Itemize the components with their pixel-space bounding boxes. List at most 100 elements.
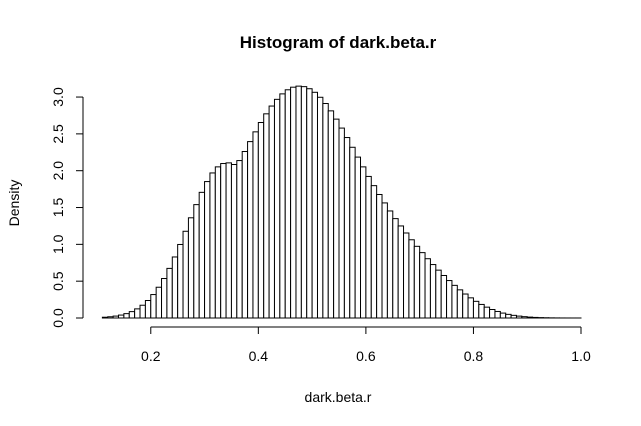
y-axis: 0.0 0.5 1.0 1.5 2.0 2.5 3.0 xyxy=(50,87,84,328)
histogram-bar xyxy=(435,269,442,319)
histogram-bar xyxy=(279,93,286,319)
histogram-bar xyxy=(263,113,270,319)
y-tick-label: 0.0 xyxy=(50,308,66,328)
histogram-bar xyxy=(241,151,249,319)
histogram-bar xyxy=(440,274,448,319)
histogram-bar xyxy=(316,96,324,319)
histogram-bar xyxy=(526,316,534,319)
histogram-bar xyxy=(295,85,302,319)
histogram-bar xyxy=(144,300,152,319)
histogram-bar xyxy=(171,256,179,319)
histogram-bar xyxy=(429,264,437,319)
x-tick-label: 1.0 xyxy=(571,348,591,364)
histogram-bar xyxy=(139,304,146,319)
y-tick-label: 0.5 xyxy=(50,271,66,291)
histogram-bar xyxy=(338,127,345,319)
histogram-bar xyxy=(392,218,399,319)
histogram-bar xyxy=(198,191,206,319)
histogram-bar xyxy=(112,315,120,319)
x-tick-label: 0.4 xyxy=(249,348,269,364)
y-tick-label: 2.0 xyxy=(50,161,66,181)
histogram-bar xyxy=(456,289,464,319)
histogram-bar xyxy=(311,91,318,319)
x-axis: 0.2 0.4 0.6 0.8 1.0 xyxy=(141,326,591,364)
histogram-bar xyxy=(343,137,351,319)
histogram-bar xyxy=(252,131,259,319)
histogram-bar xyxy=(483,306,491,319)
histogram-bar xyxy=(424,258,431,319)
x-tick-label: 0.2 xyxy=(141,348,161,364)
histogram-bar xyxy=(268,105,275,319)
histogram-bar xyxy=(220,163,227,319)
histogram-bar xyxy=(101,316,109,319)
histogram-bar xyxy=(166,267,173,319)
histogram-bar xyxy=(472,300,480,319)
histogram-bar xyxy=(521,316,528,319)
histogram-bar xyxy=(322,103,329,319)
y-tick-label: 2.5 xyxy=(50,124,66,144)
histogram-bar xyxy=(365,175,372,319)
histogram-bar xyxy=(214,166,222,319)
histogram-bar xyxy=(505,313,512,319)
histogram-bar xyxy=(489,309,496,319)
histogram-bar xyxy=(446,280,453,319)
histogram-bar xyxy=(161,278,168,319)
histogram-bar xyxy=(467,297,474,319)
histogram-bar xyxy=(397,225,405,319)
histogram-bar xyxy=(349,146,356,319)
histogram-bar xyxy=(118,314,125,319)
histogram-bar xyxy=(494,310,501,319)
histogram-bar xyxy=(499,312,507,319)
histogram-bar xyxy=(155,286,163,319)
histogram-bar xyxy=(354,156,362,319)
y-tick-label: 1.5 xyxy=(50,198,66,218)
y-tick-label: 1.0 xyxy=(50,234,66,254)
x-tick-label: 0.6 xyxy=(356,348,376,364)
x-tick-label: 0.8 xyxy=(464,348,484,364)
histogram-bar xyxy=(419,252,426,319)
y-tick-label: 3.0 xyxy=(50,87,66,107)
histogram-bar xyxy=(257,122,265,319)
histogram-bar xyxy=(236,160,243,319)
histogram-bar xyxy=(333,118,340,319)
histogram-bar xyxy=(128,311,136,319)
histogram-bar xyxy=(247,141,254,319)
histogram-bar xyxy=(193,204,200,319)
histogram-bar xyxy=(408,239,415,319)
histogram-bar xyxy=(150,294,157,319)
histogram-bar xyxy=(177,243,184,319)
histogram-bar xyxy=(515,315,523,319)
histogram-bar xyxy=(510,314,517,319)
histogram-bar xyxy=(451,284,458,319)
histogram-bar xyxy=(532,316,539,319)
histogram-bar xyxy=(462,293,469,319)
histogram-bar xyxy=(225,162,232,319)
histogram-bar xyxy=(381,202,388,319)
histogram-bar xyxy=(123,313,130,319)
histogram-bar xyxy=(403,232,410,319)
histogram-bar xyxy=(327,110,335,319)
histogram-bar xyxy=(107,316,114,319)
histogram-bar xyxy=(413,245,421,319)
histogram-bar xyxy=(284,89,292,319)
x-axis-label: dark.beta.r xyxy=(305,389,372,405)
histogram-bar xyxy=(290,86,297,319)
histogram-bar xyxy=(209,172,216,319)
histogram-bar xyxy=(230,164,238,319)
histogram-bar xyxy=(386,210,394,319)
y-axis-label: Density xyxy=(6,180,22,227)
histogram-bar xyxy=(370,185,378,319)
histogram-bar xyxy=(376,193,383,319)
chart-title: Histogram of dark.beta.r xyxy=(240,33,437,52)
histogram-bar xyxy=(300,86,308,319)
histogram-bar xyxy=(204,181,211,319)
histogram-bar xyxy=(134,308,141,319)
histogram-bar xyxy=(273,98,281,319)
histogram-bar xyxy=(187,217,195,319)
histogram-bars xyxy=(101,85,582,319)
histogram-bar xyxy=(360,166,367,319)
histogram-bar xyxy=(182,230,189,319)
histogram-bar xyxy=(306,88,313,319)
histogram-bar xyxy=(478,303,485,319)
